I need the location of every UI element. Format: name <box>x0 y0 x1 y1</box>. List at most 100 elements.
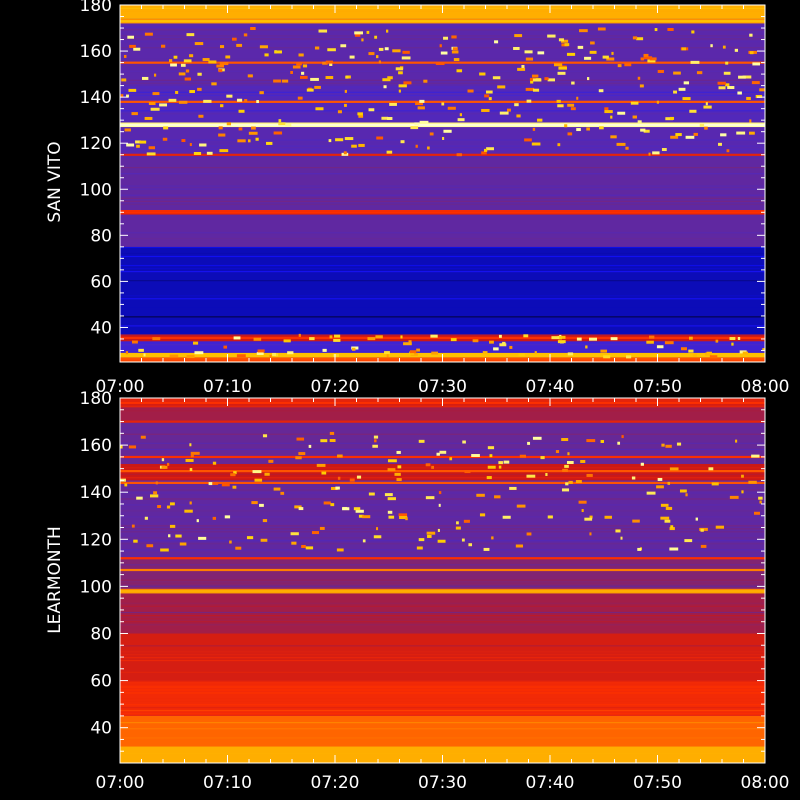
y-tick-label: 120 <box>80 530 112 550</box>
interference-speck <box>643 56 653 60</box>
interference-speck <box>589 337 598 341</box>
interference-speck <box>471 454 480 458</box>
interference-speck <box>654 28 658 32</box>
interference-speck <box>557 71 566 75</box>
spectrogram-texture <box>120 692 765 694</box>
interference-speck <box>431 351 439 355</box>
interference-speck <box>462 440 466 444</box>
interference-speck <box>498 465 502 469</box>
interference-speck <box>483 148 488 152</box>
interference-speck <box>403 81 412 85</box>
spectrogram-texture <box>120 240 765 243</box>
spectrogram-texture <box>120 82 765 84</box>
interference-speck <box>532 78 542 82</box>
interference-speck <box>518 353 525 357</box>
interference-speck <box>272 352 276 356</box>
interference-speck <box>685 135 695 139</box>
interference-speck <box>168 98 177 102</box>
interference-speck <box>290 70 293 74</box>
interference-speck <box>600 349 608 353</box>
interference-speck <box>632 36 638 40</box>
interference-speck <box>382 78 391 82</box>
interference-speck <box>203 99 212 103</box>
interference-speck <box>570 107 576 111</box>
interference-speck <box>384 493 393 497</box>
interference-speck <box>356 475 362 479</box>
spectrogram-texture <box>120 654 765 656</box>
interference-speck <box>660 503 669 507</box>
x-tick-label: 07:30 <box>418 773 467 793</box>
interference-speck <box>153 73 157 77</box>
spectrogram-texture <box>120 602 765 604</box>
interference-speck <box>456 69 463 73</box>
spectrogram-band <box>120 746 765 763</box>
interference-speck <box>146 544 154 548</box>
interference-speck <box>135 140 142 144</box>
interference-speck <box>486 147 494 151</box>
interference-speck <box>691 30 695 34</box>
spectrogram-texture <box>120 473 765 476</box>
interference-speck <box>253 337 262 341</box>
spectrogram-texture <box>120 698 765 700</box>
x-tick-label: 07:40 <box>526 773 575 793</box>
spectrogram-texture <box>120 531 765 533</box>
interference-speck <box>155 481 158 485</box>
interference-speck <box>280 491 285 495</box>
spectrogram-texture <box>120 510 765 512</box>
spectrogram-texture <box>120 26 765 28</box>
interference-speck <box>128 88 137 92</box>
interference-speck <box>221 483 230 487</box>
interference-speck <box>140 435 146 439</box>
interference-speck <box>737 336 741 340</box>
spectrogram-texture <box>120 564 765 566</box>
interference-speck <box>498 461 503 465</box>
interference-speck <box>451 35 457 39</box>
interference-speck <box>693 132 698 136</box>
interference-speck <box>566 461 574 465</box>
interference-speck <box>564 124 568 128</box>
spectrogram-texture <box>120 64 765 67</box>
interference-speck <box>646 340 654 344</box>
interference-speck <box>374 439 377 443</box>
interference-speck <box>443 36 449 40</box>
interference-speck <box>532 88 540 92</box>
x-tick-label: 07:40 <box>526 377 575 397</box>
interference-speck <box>206 151 213 155</box>
interference-speck <box>178 100 188 104</box>
interference-speck <box>567 132 573 136</box>
interference-speck <box>637 120 642 124</box>
interference-speck <box>218 133 226 137</box>
interference-speck <box>353 507 361 511</box>
spectrogram-texture <box>120 145 765 147</box>
interference-speck <box>388 515 395 519</box>
interference-speck <box>296 62 302 66</box>
interference-speck <box>264 472 270 476</box>
interference-speck <box>626 355 632 359</box>
interference-speck <box>463 519 470 523</box>
interference-speck <box>537 118 543 122</box>
interference-speck <box>545 473 548 477</box>
spectrogram-texture <box>120 255 765 258</box>
interference-speck <box>640 462 644 466</box>
interference-speck <box>616 142 626 146</box>
interference-speck <box>440 51 448 55</box>
y-tick-label: 180 <box>80 389 112 409</box>
interference-speck <box>166 462 170 466</box>
interference-speck <box>578 500 587 504</box>
interference-speck <box>189 501 192 505</box>
interference-speck <box>193 151 202 155</box>
interference-speck <box>197 72 202 76</box>
spectrogram-texture <box>120 307 765 309</box>
interference-speck <box>700 528 704 532</box>
interference-speck <box>335 138 344 142</box>
interference-speck <box>558 336 562 340</box>
interference-speck <box>631 476 636 480</box>
interference-speck <box>287 351 294 355</box>
interference-speck <box>384 351 390 355</box>
spectrogram-texture <box>120 38 765 40</box>
interference-speck <box>479 513 486 517</box>
y-tick-label: 100 <box>80 180 112 200</box>
interference-speck <box>362 539 366 543</box>
interference-speck <box>692 353 697 357</box>
interference-speck <box>183 59 192 63</box>
